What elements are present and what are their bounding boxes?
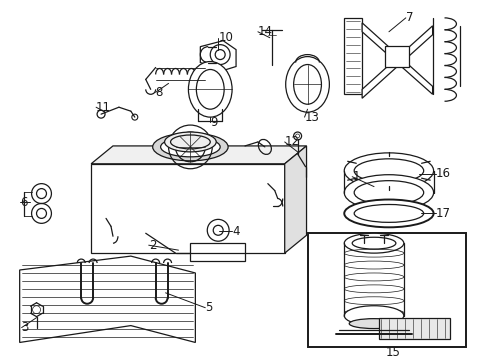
Polygon shape (91, 146, 306, 164)
Text: 17: 17 (435, 207, 449, 220)
Ellipse shape (164, 132, 216, 152)
Polygon shape (344, 18, 362, 94)
Text: 2: 2 (148, 239, 156, 252)
Ellipse shape (344, 175, 433, 211)
Polygon shape (200, 41, 236, 71)
Bar (378, 318, 449, 339)
Ellipse shape (348, 319, 398, 329)
Text: 4: 4 (232, 225, 239, 238)
Text: 5: 5 (205, 301, 212, 314)
Polygon shape (362, 23, 432, 94)
Text: 9: 9 (210, 116, 217, 129)
Ellipse shape (344, 306, 403, 325)
Bar (384, 46, 408, 67)
Text: 7: 7 (405, 12, 412, 24)
Text: 3: 3 (21, 321, 29, 334)
Text: 6: 6 (20, 196, 27, 209)
Text: 12: 12 (284, 135, 299, 148)
Text: 8: 8 (155, 86, 163, 99)
Polygon shape (20, 256, 195, 342)
Ellipse shape (152, 133, 228, 161)
Text: 16: 16 (435, 167, 449, 180)
Text: 14: 14 (257, 25, 272, 38)
Polygon shape (362, 26, 432, 98)
Ellipse shape (344, 233, 403, 253)
Text: 15: 15 (385, 346, 400, 359)
Ellipse shape (344, 199, 433, 227)
Text: 1: 1 (351, 170, 359, 183)
Text: 10: 10 (218, 31, 233, 44)
Bar (307, 233, 466, 347)
Ellipse shape (188, 62, 232, 117)
Polygon shape (284, 146, 306, 253)
Ellipse shape (160, 137, 220, 157)
Ellipse shape (344, 153, 433, 189)
Text: 13: 13 (304, 111, 319, 123)
Ellipse shape (285, 57, 329, 112)
Text: 11: 11 (96, 101, 111, 114)
Polygon shape (91, 164, 284, 253)
Circle shape (210, 45, 230, 64)
Bar (190, 243, 244, 261)
